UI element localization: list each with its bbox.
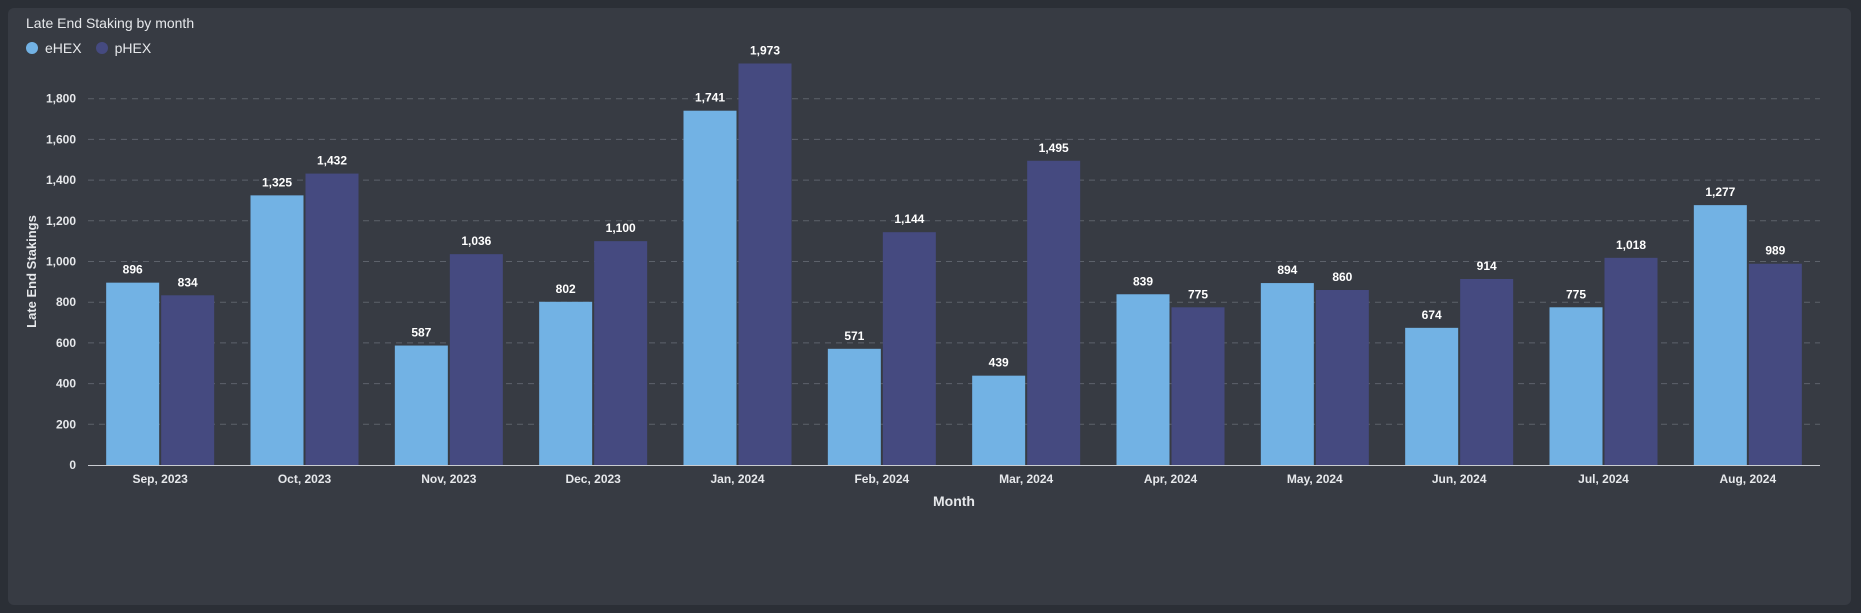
data-label: 1,036 [461,234,491,248]
data-label: 989 [1765,244,1785,258]
data-label: 860 [1332,270,1352,284]
y-tick-label: 1,600 [46,132,76,146]
bar-ehex [394,345,448,465]
legend-label-ehex: eHEX [45,40,82,56]
x-tick-label: Jul, 2024 [1578,472,1629,486]
legend-label-phex: pHEX [114,40,152,56]
y-tick-label: 1,200 [46,214,76,228]
bar-phex [449,254,503,465]
x-tick-label: Jan, 2024 [710,472,764,486]
data-label: 775 [1566,287,1586,301]
data-label: 439 [989,356,1009,370]
data-label: 802 [556,282,576,296]
x-tick-label: Apr, 2024 [1144,472,1198,486]
legend-item-phex[interactable]: pHEX [95,40,152,56]
y-axis-title: Late End Stakings [24,215,39,328]
bar-phex [305,173,359,465]
bar-phex [738,63,792,465]
bar-phex [882,232,936,465]
x-tick-label: Oct, 2023 [278,472,332,486]
x-axis-title: Month [933,493,975,509]
data-label: 1,973 [750,43,780,57]
y-tick-label: 800 [56,295,76,309]
bar-phex [161,295,215,465]
y-tick-label: 0 [69,458,76,472]
bar-ehex [1549,307,1603,465]
y-tick-label: 1,800 [46,92,76,106]
data-label: 571 [844,329,864,343]
bar-chart: 0 200 400 600 800 1,000 1,200 1,400 1,600 1,800 89… [24,43,1820,509]
x-tick-label: Jun, 2024 [1432,472,1487,486]
data-label: 896 [123,263,143,277]
x-tick-label: Nov, 2023 [421,472,476,486]
chart-card: Late End Staking by month eHEX pHEX 0 200… [8,8,1851,605]
bar-phex [1171,307,1225,465]
x-tick-label: Sep, 2023 [132,472,188,486]
bar-ehex [1116,294,1170,465]
legend-swatch-phex [95,42,108,54]
x-tick-label: Aug, 2024 [1719,472,1776,486]
bar-ehex [827,348,881,465]
data-label: 834 [178,275,198,289]
legend-item-ehex[interactable]: eHEX [26,40,82,56]
data-label: 1,432 [317,154,347,168]
y-tick-label: 600 [56,336,76,350]
bar-phex [594,241,648,465]
y-tick-label: 1,000 [46,255,76,269]
bar-ehex [683,110,737,466]
bar-ehex [1260,283,1314,465]
x-tick-label: Mar, 2024 [999,472,1053,486]
bar-phex [1604,257,1658,465]
x-tick-label: Feb, 2024 [854,472,909,486]
bar-phex [1027,160,1081,465]
chart-title: Late End Staking by month [26,15,195,31]
data-label: 839 [1133,274,1153,288]
data-label: 1,100 [606,221,636,235]
data-label: 1,144 [894,212,924,226]
bar-ehex [106,282,160,465]
bar-ehex [1693,205,1747,465]
data-label: 894 [1277,263,1297,277]
data-label: 587 [411,326,431,340]
y-tick-label: 400 [56,377,76,391]
legend-swatch-ehex [26,42,38,54]
bar-ehex [539,301,593,465]
bar-ehex [250,195,304,466]
legend: eHEX pHEX [26,40,151,56]
data-label: 1,277 [1705,185,1735,199]
data-label: 674 [1422,308,1442,322]
bar-phex [1748,263,1802,465]
x-tick-label: Dec, 2023 [565,472,621,486]
bar-phex [1460,279,1514,465]
x-tick-label: May, 2024 [1287,472,1343,486]
y-tick-label: 1,400 [46,173,76,187]
data-label: 1,018 [1616,238,1646,252]
data-label: 914 [1477,259,1497,273]
data-label: 1,325 [262,175,292,189]
y-tick-label: 200 [56,417,76,431]
data-label: 1,741 [695,91,725,105]
data-label: 775 [1188,287,1208,301]
data-label: 1,495 [1039,141,1069,155]
bar-ehex [1405,327,1459,465]
bar-phex [1315,289,1369,465]
bar-ehex [972,375,1026,465]
